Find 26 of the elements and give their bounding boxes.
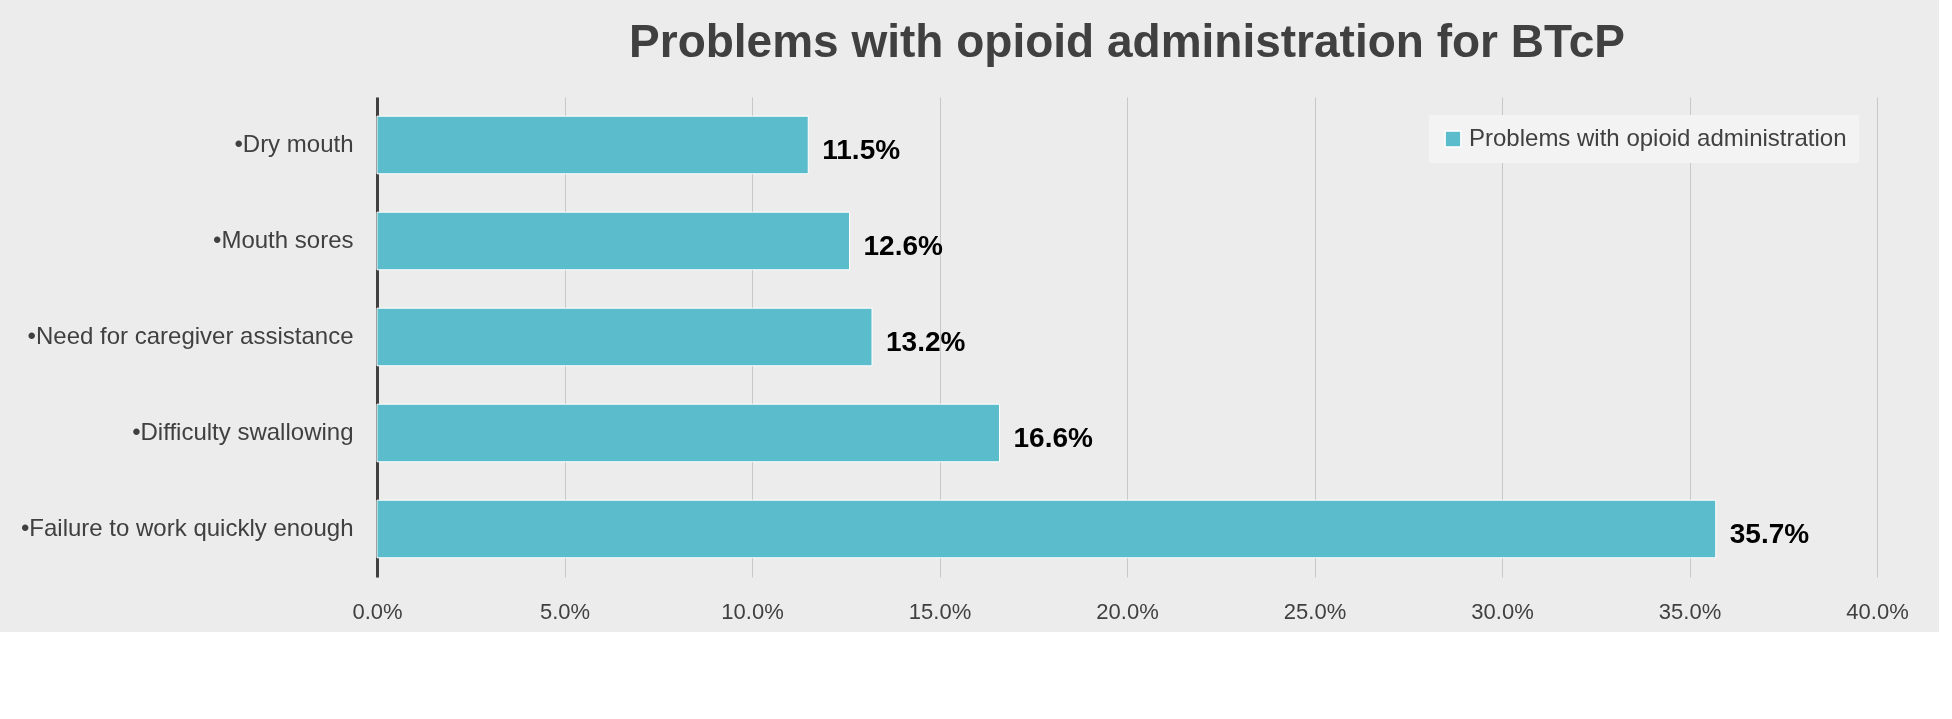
x-tick-label: 5.0%	[539, 598, 591, 624]
y-tick-label: •Mouth sores	[213, 226, 354, 253]
y-tick-label: •Difficulty swallowing	[132, 418, 354, 445]
data-label: 11.5%	[822, 134, 901, 165]
x-tick-label: 25.0%	[1283, 598, 1347, 624]
bar	[376, 307, 873, 367]
data-label: 12.6%	[863, 230, 943, 261]
bar	[376, 499, 1717, 559]
y-tick-label: •Need for caregiver assistance	[27, 322, 354, 349]
data-label: 16.6%	[1013, 422, 1093, 453]
x-tick-label: 10.0%	[721, 598, 784, 624]
data-label: 35.7%	[1729, 518, 1810, 549]
x-tick-label: 40.0%	[1846, 598, 1909, 624]
bar	[376, 211, 850, 271]
x-tick-label: 30.0%	[1471, 598, 1534, 624]
data-label: 13.2%	[886, 326, 966, 357]
x-tick-label: 20.0%	[1096, 598, 1159, 624]
legend-label: Problems with opioid administration	[1469, 124, 1847, 151]
y-tick-label: •Dry mouth	[234, 130, 354, 157]
x-tick-label: 15.0%	[908, 598, 972, 624]
x-tick-label: 0.0%	[352, 598, 403, 624]
x-tick-label: 35.0%	[1658, 598, 1722, 624]
bar	[376, 403, 1000, 463]
bar	[376, 115, 809, 175]
y-tick-label: •Failure to work quickly enough	[20, 514, 354, 541]
chart-title: Problems with opioid administration for BTcP	[629, 15, 1625, 67]
